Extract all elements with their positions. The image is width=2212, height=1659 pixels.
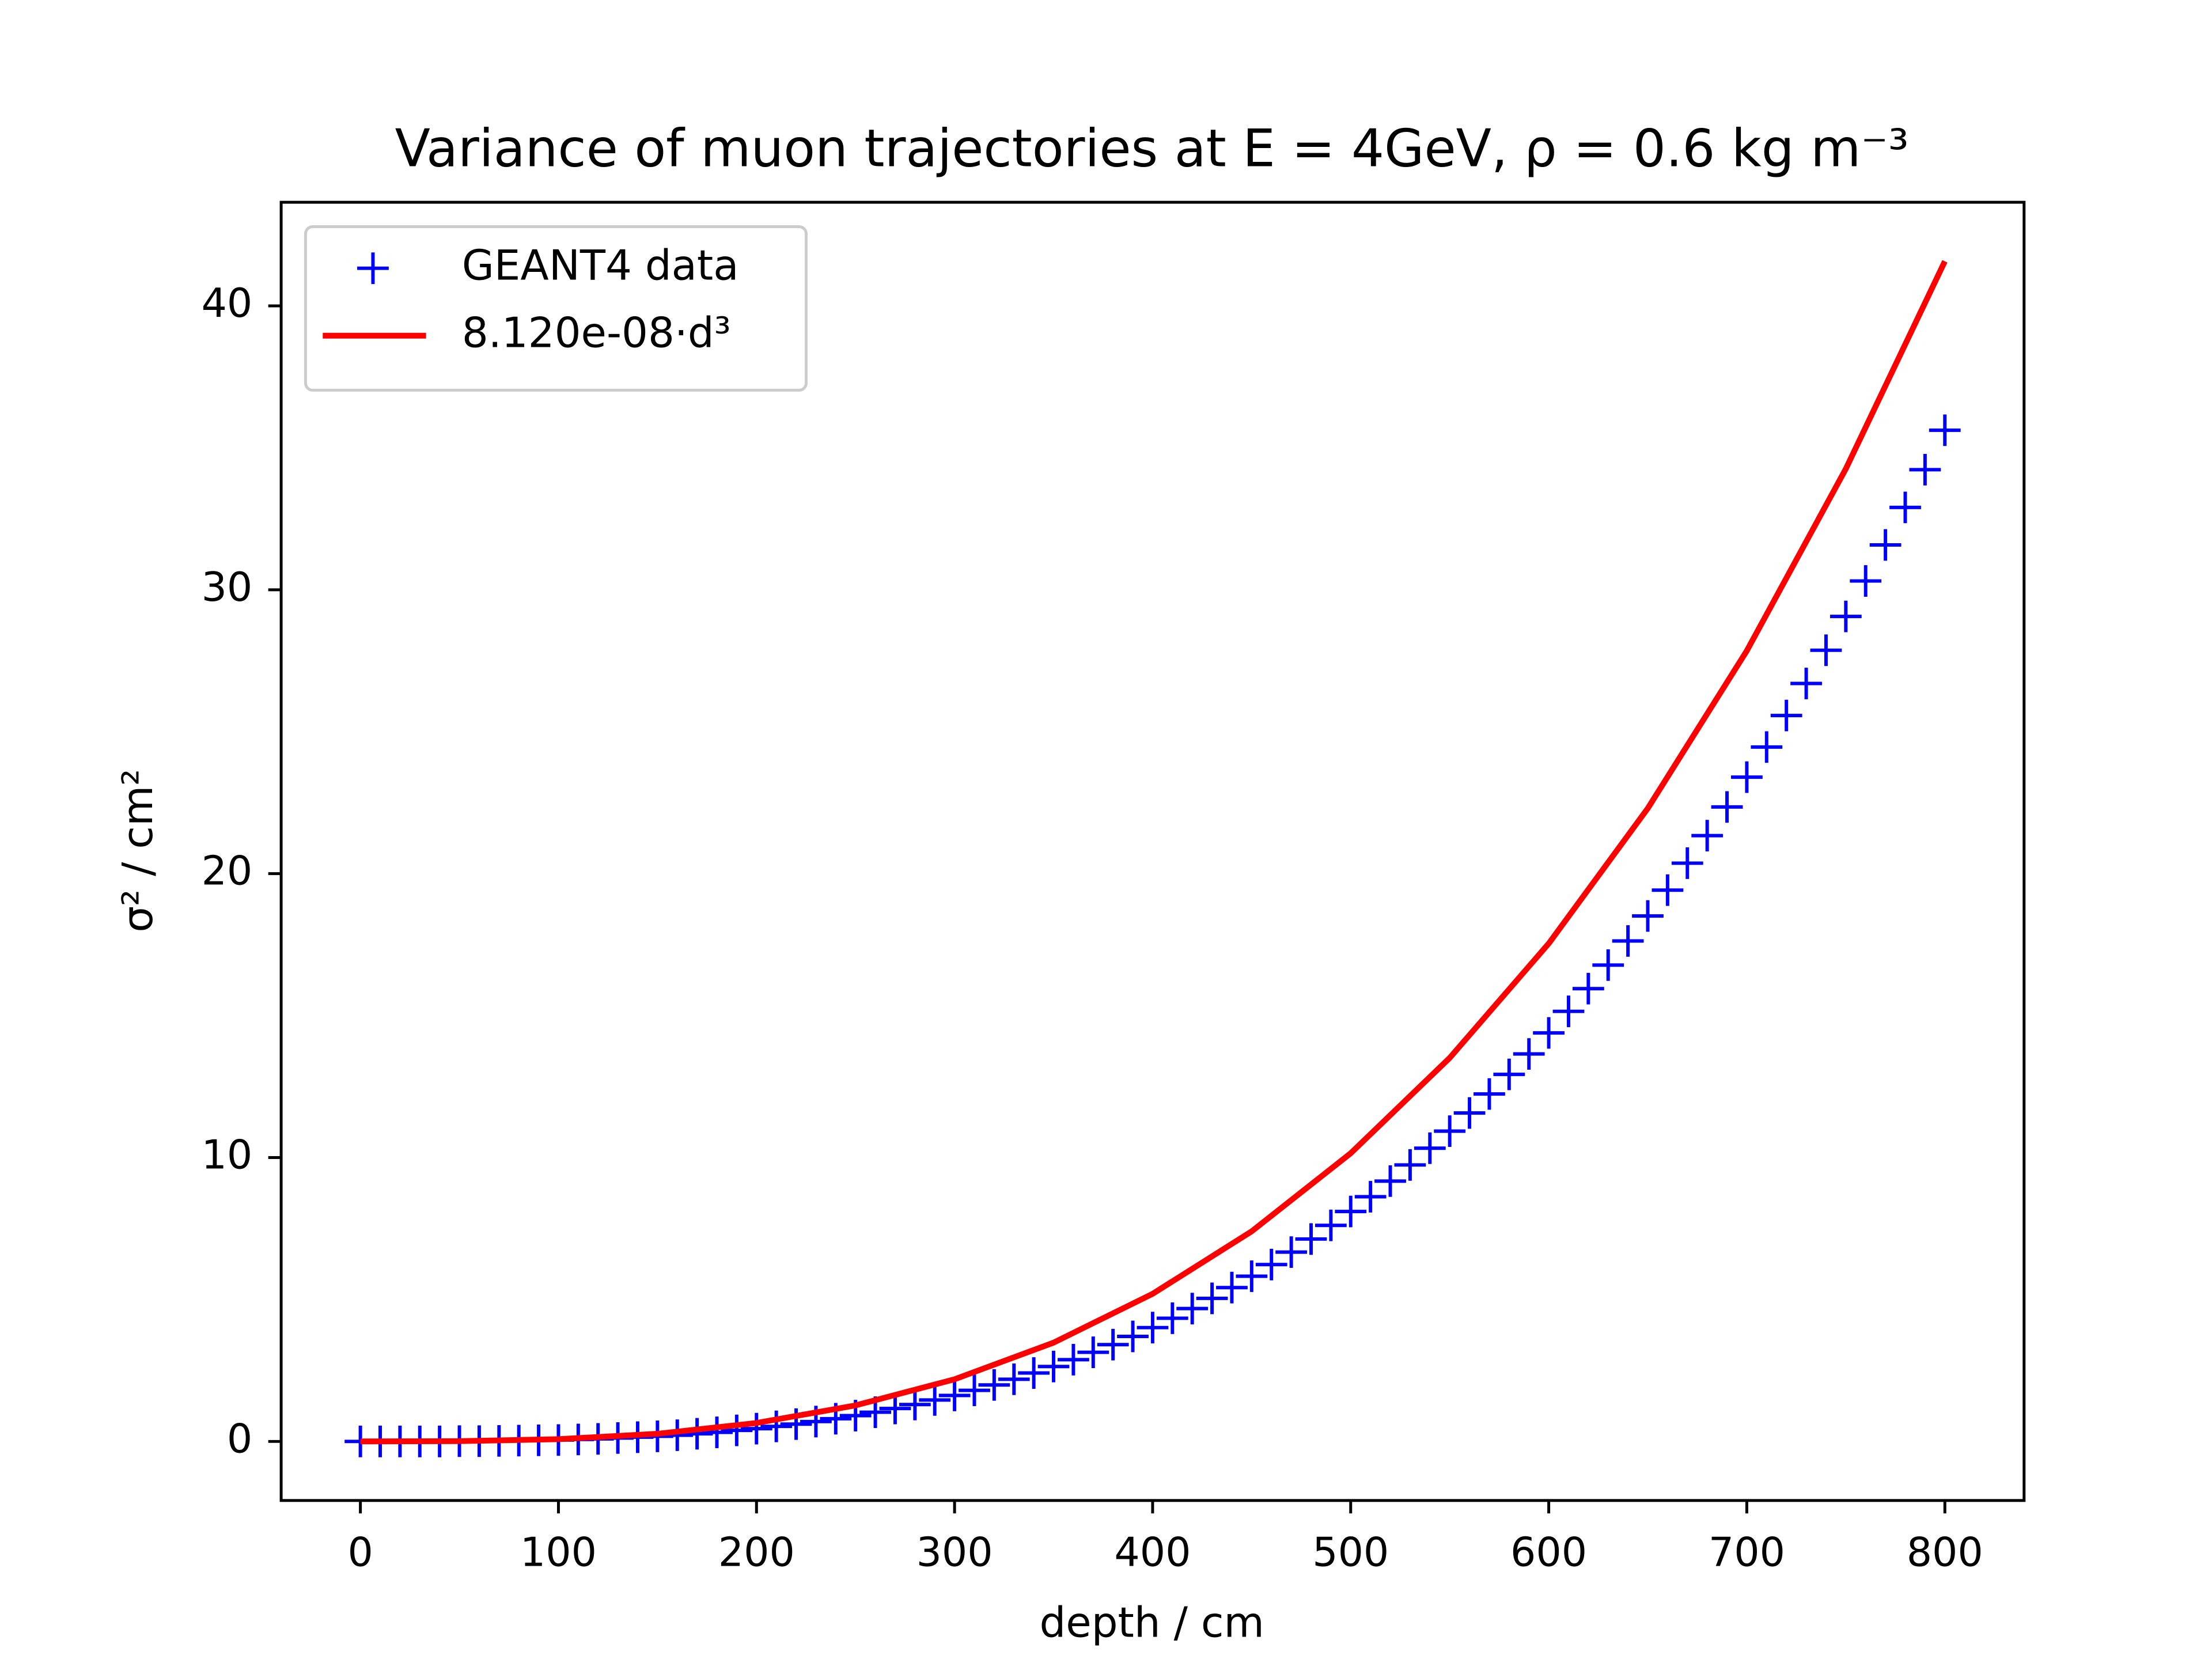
data-point	[1077, 1336, 1109, 1368]
x-tick-label: 300	[916, 1529, 993, 1575]
data-point	[1513, 1038, 1545, 1070]
data-point	[1632, 900, 1664, 932]
x-tick-label: 800	[1907, 1529, 1983, 1575]
data-point	[1414, 1132, 1446, 1164]
y-tick-label: 20	[202, 848, 253, 895]
x-tick-label: 400	[1114, 1529, 1191, 1575]
chart-title: Variance of muon trajectories at E = 4Ge…	[395, 119, 1909, 179]
data-point	[1394, 1149, 1426, 1181]
data-point	[1335, 1195, 1367, 1228]
data-point	[978, 1369, 1010, 1401]
data-point	[1493, 1058, 1525, 1090]
data-point	[1196, 1282, 1228, 1315]
data-point	[1869, 529, 1902, 561]
data-point	[1275, 1236, 1308, 1268]
data-point	[1810, 634, 1842, 666]
data-point	[1255, 1248, 1287, 1281]
data-point	[1434, 1115, 1466, 1147]
data-point	[899, 1388, 931, 1421]
data-point	[1711, 791, 1743, 823]
data-point	[1552, 995, 1585, 1028]
data-point	[1474, 1078, 1505, 1110]
y-tick-label: 10	[202, 1132, 253, 1179]
data-point	[998, 1363, 1030, 1395]
data-point	[1652, 874, 1684, 906]
data-point	[1058, 1343, 1089, 1376]
legend-box	[304, 225, 808, 392]
data-point	[1453, 1097, 1486, 1129]
x-tick-label: 500	[1312, 1529, 1389, 1575]
data-point	[879, 1392, 911, 1425]
data-point	[1612, 925, 1644, 957]
data-point	[1909, 453, 1941, 486]
data-point	[1572, 972, 1604, 1005]
y-tick-label: 40	[202, 280, 253, 327]
legend-label: GEANT4 data	[462, 242, 739, 290]
x-tick-label: 600	[1510, 1529, 1587, 1575]
data-point	[701, 1416, 733, 1448]
data-point	[1592, 949, 1624, 981]
data-point	[1691, 820, 1724, 852]
data-point	[938, 1380, 971, 1411]
data-point	[1770, 699, 1802, 732]
data-point	[760, 1410, 793, 1442]
legend-label: 8.120e-08·d³	[462, 309, 731, 358]
data-point	[959, 1374, 990, 1407]
x-axis-label: depth / cm	[1039, 1599, 1264, 1647]
data-point	[1374, 1165, 1406, 1197]
data-point	[1176, 1293, 1209, 1325]
x-tick-label: 0	[347, 1529, 373, 1575]
data-point	[1295, 1223, 1327, 1255]
data-point	[1117, 1320, 1149, 1353]
data-point	[1236, 1260, 1268, 1292]
x-tick-label: 100	[520, 1529, 597, 1575]
plot-area	[344, 260, 1961, 1457]
plot-frame	[279, 200, 2026, 1502]
data-point	[1830, 600, 1862, 632]
data-line	[360, 260, 1948, 1445]
legend-marker	[357, 252, 389, 285]
data-point	[919, 1384, 951, 1416]
data-point	[1850, 565, 1882, 597]
data-point	[1790, 668, 1822, 699]
data-point	[1156, 1302, 1188, 1334]
x-tick-label: 200	[718, 1529, 795, 1575]
x-tick-label: 700	[1709, 1529, 1785, 1575]
y-tick-label: 30	[202, 564, 253, 611]
data-point	[1354, 1181, 1387, 1213]
data-point	[1097, 1328, 1129, 1361]
data-point	[1731, 761, 1763, 793]
data-point	[1889, 491, 1921, 524]
data-point	[1671, 847, 1703, 879]
y-axis-label: σ² / cm²	[114, 769, 162, 933]
data-point	[1533, 1017, 1565, 1049]
data-point	[1315, 1209, 1347, 1241]
data-point	[1929, 414, 1961, 446]
data-point	[1216, 1271, 1248, 1304]
data-point	[1751, 731, 1783, 763]
data-point	[1037, 1350, 1070, 1382]
data-point	[740, 1412, 772, 1445]
data-point	[1137, 1312, 1169, 1344]
y-tick-label: 0	[227, 1415, 252, 1462]
data-point	[1018, 1357, 1050, 1389]
